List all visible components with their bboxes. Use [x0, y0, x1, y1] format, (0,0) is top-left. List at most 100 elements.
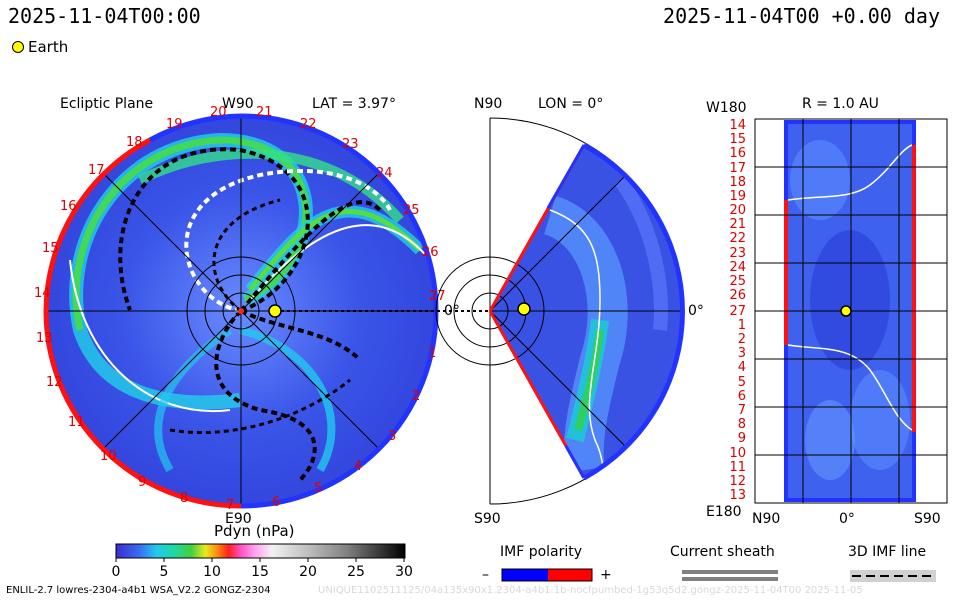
carrington-y-label: 18: [729, 175, 746, 190]
imf-positive-swatch: [548, 569, 592, 581]
colorbar-tick: 10: [203, 564, 221, 580]
carrington-x-label-0: 0°: [839, 511, 855, 527]
earth-marker-ecliptic: [268, 304, 282, 318]
carrington-y-label: 14: [729, 118, 746, 133]
earth-legend: Earth: [12, 38, 68, 56]
carrington-y-label: 25: [729, 274, 746, 289]
meridional-top-label: N90: [474, 96, 503, 112]
rim-number: 15: [42, 241, 59, 256]
colorbar-tick: 25: [347, 564, 365, 580]
colorbar-tick: 0: [112, 564, 121, 580]
carrington-y-label: 21: [729, 217, 746, 232]
ecliptic-lat-label: LAT = 3.97°: [312, 96, 396, 112]
rim-number: 19: [166, 117, 183, 132]
imf-line-swatch: [850, 570, 936, 582]
carrington-y-label: 12: [729, 474, 746, 489]
rim-number: 11: [68, 415, 85, 430]
carrington-y-label: 9: [738, 431, 746, 446]
ecliptic-spirals: [46, 116, 436, 506]
rim-number: 3: [388, 429, 396, 444]
rim-number: 16: [60, 199, 77, 214]
rim-number: 9: [138, 475, 146, 490]
rim-number: 12: [46, 375, 63, 390]
colorbar-tick: 15: [251, 564, 269, 580]
carrington-y-label: 27: [729, 304, 746, 319]
carrington-y-label: 2: [738, 332, 746, 347]
ecliptic-rim-positive: [43, 137, 242, 509]
rim-number: 21: [256, 105, 273, 120]
rim-number: 26: [422, 245, 439, 260]
footer-run-id: UNIQUE1102511125/04a135x90x1.2304-a4b1.1…: [318, 585, 863, 596]
carrington-y-label: 11: [729, 460, 746, 475]
rim-number: 23: [342, 137, 359, 152]
carrington-y-label: 23: [729, 246, 746, 261]
rim-number: 20: [210, 105, 227, 120]
carrington-grid: [755, 119, 947, 503]
colorbar-tick: 5: [160, 564, 169, 580]
carrington-y-label: 6: [738, 389, 746, 404]
carrington-y-label: 24: [729, 260, 746, 275]
rim-number: 18: [126, 135, 143, 150]
carrington-y-label: 13: [729, 488, 746, 503]
colorbar: [115, 543, 406, 559]
rim-number: 13: [36, 331, 53, 346]
carrington-y-label: 10: [729, 446, 746, 461]
earth-marker-carrington: [840, 305, 852, 317]
carrington-x-label-s: S90: [914, 511, 941, 527]
carrington-y-label: 16: [729, 146, 746, 161]
rim-number: 8: [180, 491, 188, 506]
imf-polarity-title: IMF polarity: [500, 544, 583, 560]
carrington-y-label: 19: [729, 189, 746, 204]
carrington-y-label: 4: [738, 360, 746, 375]
carrington-y-label: 22: [729, 231, 746, 246]
datetime-right: 2025-11-04T00 +0.00 day: [663, 4, 940, 28]
colorbar-tick: 20: [299, 564, 317, 580]
carrington-y-label: 20: [729, 203, 746, 218]
imf-minus-label: –: [482, 567, 489, 583]
colorbar-title: Pdyn (nPa): [214, 522, 295, 540]
footer-model-info: ENLIL-2.7 lowres-2304-a4b1 WSA_V2.2 GONG…: [6, 585, 271, 596]
rim-number: 5: [314, 481, 322, 496]
colorbar-tick: 30: [395, 564, 413, 580]
carrington-y-labels: 14 15 16 17 18 19 20 21 22 23 24 25 26 2…: [729, 118, 746, 503]
rim-number: 2: [412, 389, 420, 404]
carrington-r-label: R = 1.0 AU: [802, 96, 879, 112]
carrington-y-label: 7: [738, 403, 746, 418]
current-sheath-swatch: [682, 570, 778, 574]
carrington-y-label: 8: [738, 417, 746, 432]
ecliptic-rim-numbers: 18 19 20 21 22 23 24 25 26 27 1 2 3 4 5 …: [34, 105, 446, 513]
carrington-bottom-label: E180: [706, 504, 742, 520]
rim-number: 22: [300, 117, 317, 132]
sun-marker: [238, 308, 244, 314]
colorbar-ticks: 0 5 10 15 20 25 30: [112, 564, 413, 580]
carrington-y-label: 15: [729, 132, 746, 147]
carrington-x-label-n: N90: [752, 511, 781, 527]
ecliptic-title: Ecliptic Plane: [60, 96, 154, 112]
carrington-y-label: 1: [738, 318, 746, 333]
rim-number: 25: [403, 203, 420, 218]
earth-marker-meridional: [517, 302, 531, 316]
carrington-y-label: 3: [738, 346, 746, 361]
imf-line-title: 3D IMF line: [848, 544, 927, 560]
rim-number: 1: [428, 346, 436, 361]
carrington-top-label: W180: [706, 100, 747, 116]
rim-number: 24: [376, 166, 393, 181]
rim-number: 17: [88, 163, 105, 178]
ecliptic-top-label: W90: [222, 96, 254, 112]
earth-dot-icon: [12, 41, 24, 53]
meridional-lon-label: LON = 0°: [538, 96, 604, 112]
rim-number: 14: [34, 286, 51, 301]
current-sheath-title: Current sheath: [670, 544, 775, 560]
datetime-left: 2025-11-04T00:00: [8, 4, 201, 28]
ecliptic-bottom-label: E90: [225, 511, 252, 527]
earth-legend-label: Earth: [28, 38, 69, 56]
carrington-y-label: 5: [738, 375, 746, 390]
imf-plus-label: +: [600, 567, 612, 583]
carrington-y-label: 26: [729, 288, 746, 303]
rim-number: 4: [354, 459, 362, 474]
rim-number: 7: [226, 498, 234, 513]
carrington-y-label: 17: [729, 161, 746, 176]
meridional-right-label: 0°: [688, 303, 704, 319]
rim-number: 6: [272, 495, 280, 510]
